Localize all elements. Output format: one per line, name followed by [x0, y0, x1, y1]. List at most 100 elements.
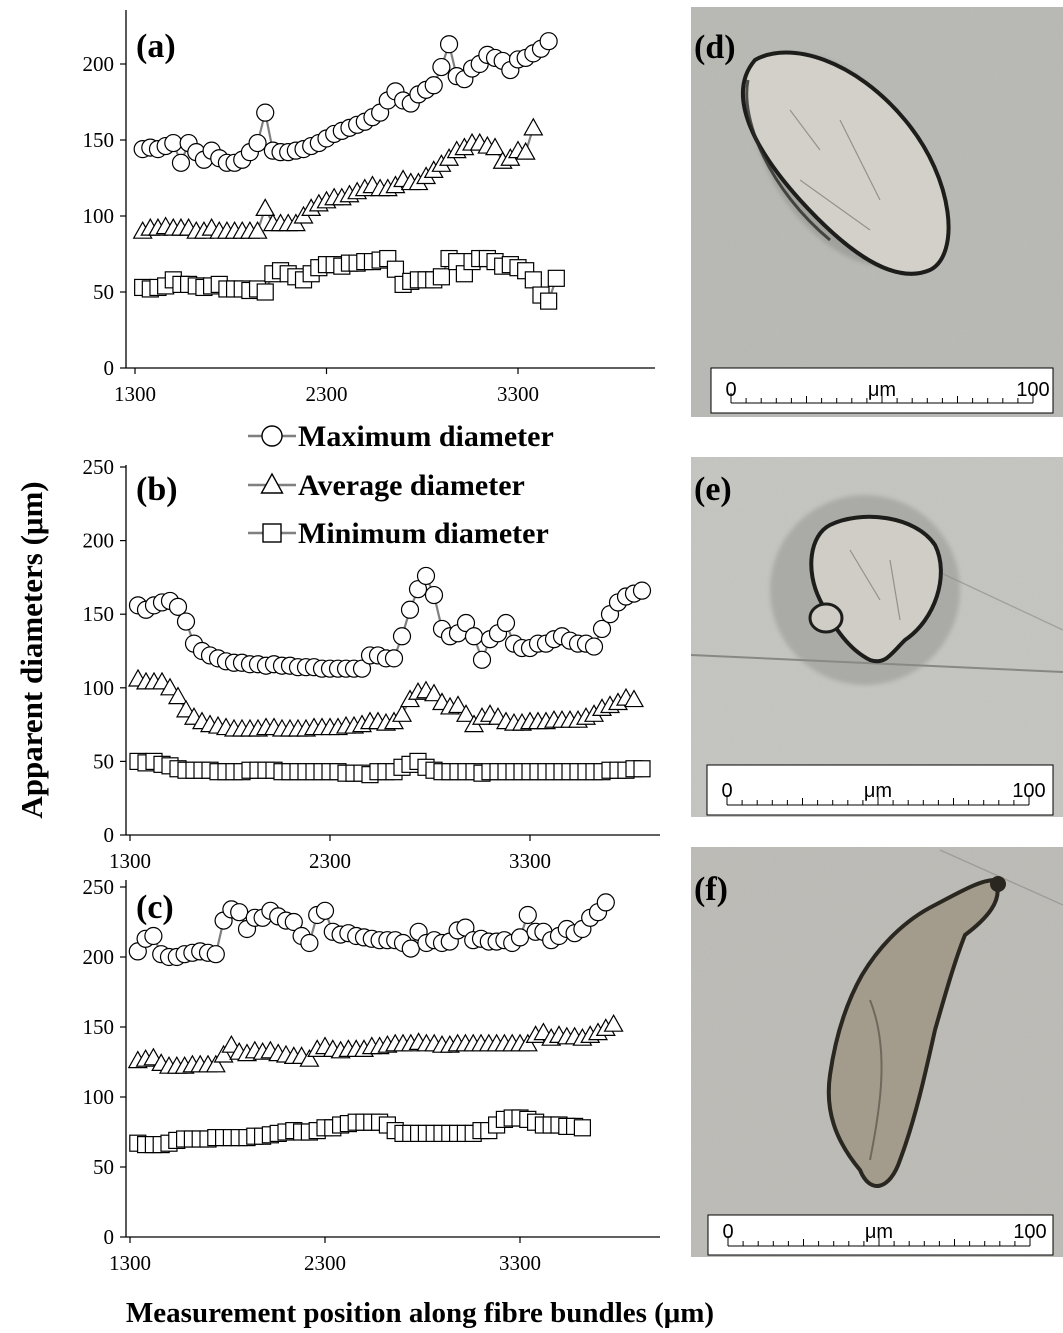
- data-point-max: [315, 901, 335, 920]
- x-tick-label: 2300: [309, 849, 351, 873]
- data-point-avg: [213, 1044, 234, 1063]
- scale-unit-label: μm: [868, 379, 896, 401]
- data-point-avg: [603, 1013, 624, 1032]
- data-point-max: [352, 659, 372, 678]
- scale-bar-ticks: [726, 795, 1030, 805]
- y-tick-label: 150: [83, 128, 115, 152]
- data-point-min: [540, 292, 558, 310]
- data-point-max: [416, 566, 436, 586]
- x-tick-label: 3300: [497, 382, 539, 406]
- x-tick-label: 1300: [114, 382, 156, 406]
- y-tick-label: 150: [83, 602, 115, 626]
- data-point-max: [248, 133, 267, 153]
- y-tick-label: 250: [83, 455, 115, 479]
- micrograph-e: 0 μm 100 (e): [690, 457, 1063, 817]
- data-point-max: [472, 650, 492, 669]
- x-tick-label: 3300: [509, 849, 551, 873]
- data-point-max: [300, 933, 319, 953]
- panel-label: (b): [136, 471, 178, 508]
- x-tick-label: 2300: [304, 1251, 346, 1275]
- y-tick-label: 50: [93, 1155, 114, 1179]
- data-point-avg: [391, 704, 413, 722]
- x-tick-label: 1300: [109, 1251, 151, 1275]
- data-point-max: [168, 597, 188, 616]
- data-point-min: [432, 268, 450, 286]
- data-point-avg: [515, 141, 536, 160]
- data-point-avg: [205, 1054, 226, 1073]
- x-tick-label: 1300: [109, 849, 151, 873]
- y-tick-label: 0: [104, 823, 115, 847]
- data-point-max: [206, 945, 225, 964]
- x-tick-label: 3300: [499, 1251, 541, 1275]
- y-tick-label: 100: [83, 676, 115, 700]
- data-point-avg: [623, 689, 645, 708]
- data-point-max: [384, 649, 404, 668]
- data-point-max: [518, 905, 537, 925]
- scale-unit-label: μm: [865, 1221, 893, 1243]
- data-point-max: [171, 153, 191, 172]
- y-tick-label: 200: [83, 52, 115, 76]
- micrograph-d: 0 μm 100 (d): [691, 7, 1063, 417]
- data-point-avg: [159, 677, 181, 696]
- data-point-max: [284, 912, 303, 932]
- data-point-min: [524, 271, 542, 289]
- data-point-avg: [175, 699, 197, 718]
- scale-max-label: 100: [1013, 1221, 1046, 1243]
- y-tick-label: 50: [93, 749, 114, 773]
- y-tick-label: 200: [83, 945, 115, 969]
- image-label-f: (f): [694, 871, 728, 908]
- image-label-e: (e): [694, 471, 732, 508]
- x-axis-label: Measurement position along fibre bundles…: [126, 1297, 714, 1329]
- data-point-max: [456, 613, 476, 633]
- scale-max-label: 100: [1012, 780, 1045, 802]
- data-point-avg: [455, 704, 477, 722]
- y-tick-label: 100: [83, 204, 115, 228]
- legend-triangle-marker: [260, 472, 284, 494]
- data-point-max: [632, 581, 652, 600]
- legend-label-avg: Average diameter: [298, 469, 525, 502]
- data-point-avg: [167, 686, 189, 705]
- data-point-max: [432, 57, 451, 77]
- legend-label-max: Maximum diameter: [298, 420, 554, 453]
- data-point-avg: [447, 695, 469, 714]
- data-point-min: [386, 260, 405, 278]
- y-tick-label: 250: [83, 875, 115, 899]
- legend-circle-marker: [261, 425, 283, 447]
- data-point-max: [539, 32, 558, 51]
- data-point-max: [439, 35, 459, 54]
- legend-label-min: Minimum diameter: [298, 517, 549, 550]
- scale-max-label: 100: [1016, 379, 1049, 401]
- data-point-max: [176, 612, 196, 631]
- data-point-max: [464, 627, 484, 646]
- image-label-d: (d): [694, 29, 736, 66]
- data-point-max: [408, 580, 428, 599]
- chart-panel-a: 0 50 100 150 200 1300 2300 3300 (a): [83, 10, 655, 406]
- y-tick-label: 100: [83, 1085, 115, 1109]
- data-point-min: [633, 760, 651, 778]
- data-point-max: [401, 939, 420, 958]
- data-point-min: [547, 269, 565, 287]
- data-point-max: [596, 893, 615, 912]
- data-point-max: [592, 619, 612, 639]
- chart-panel-b: 0 50 100 150 200 250 1300 2300 3300 (b): [83, 455, 660, 873]
- scale-bar-ticks: [730, 393, 1034, 403]
- data-point-avg: [423, 683, 445, 702]
- data-point-max: [230, 903, 249, 922]
- data-point-max: [424, 585, 444, 605]
- data-point-max: [256, 103, 275, 122]
- micrograph-f: 0 μm 100 (f): [691, 847, 1063, 1257]
- data-point-max: [584, 637, 604, 656]
- y-axis-label: Apparent diameters (μm): [14, 481, 49, 818]
- data-point-avg: [523, 117, 544, 136]
- data-point-max: [510, 928, 530, 947]
- y-tick-label: 50: [93, 280, 114, 304]
- data-point-min: [256, 283, 274, 301]
- scale-min-label: 0: [722, 1221, 733, 1243]
- data-point-max: [164, 133, 183, 153]
- legend: Maximum diameter Average diameter Minimu…: [248, 420, 554, 550]
- y-tick-label: 200: [83, 529, 115, 553]
- y-tick-label: 0: [104, 1225, 115, 1249]
- x-tick-label: 2300: [306, 382, 348, 406]
- y-tick-label: 150: [83, 1015, 115, 1039]
